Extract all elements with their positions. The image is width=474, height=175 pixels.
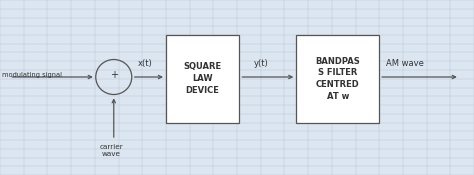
Text: AM wave: AM wave bbox=[386, 59, 424, 68]
Bar bbox=[166, 35, 239, 122]
Text: +: + bbox=[110, 70, 118, 80]
Text: x(t): x(t) bbox=[137, 59, 152, 68]
Text: carrier
wave: carrier wave bbox=[100, 144, 123, 157]
Text: modulating signal: modulating signal bbox=[2, 72, 63, 78]
Bar bbox=[296, 35, 379, 122]
Text: SQUARE
LAW
DEVICE: SQUARE LAW DEVICE bbox=[183, 62, 222, 95]
Text: y(t): y(t) bbox=[254, 59, 268, 68]
Text: BANDPAS
S FILTER
CENTRED
AT w: BANDPAS S FILTER CENTRED AT w bbox=[315, 57, 360, 101]
